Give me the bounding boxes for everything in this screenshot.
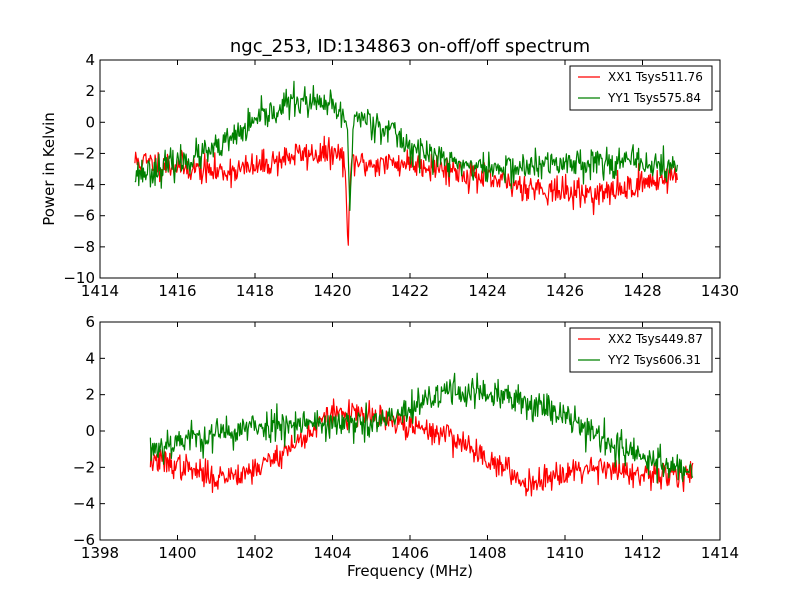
top-y-tick-label: −4 xyxy=(73,176,95,194)
top-x-tick-label: 1424 xyxy=(468,282,506,300)
top-x-tick-label: 1418 xyxy=(236,282,274,300)
top-x-tick-label: 1414 xyxy=(81,282,119,300)
top-y-tick-label: 4 xyxy=(85,51,95,69)
bottom-x-tick-label: 1404 xyxy=(313,544,351,562)
bottom-x-tick-label: 1414 xyxy=(701,544,739,562)
bottom-x-tick-label: 1402 xyxy=(236,544,274,562)
top-chart-y-axis-label: Power in Kelvin xyxy=(40,112,58,226)
bottom-chart: 1398 1400 1402 1404 1406 1408 1410 1412 1414 −6 −4… xyxy=(73,313,739,562)
top-x-tick-label: 1430 xyxy=(701,282,739,300)
top-x-tick-label: 1428 xyxy=(623,282,661,300)
top-chart-legend: XX1 Tsys511.76 YY1 Tsys575.84 xyxy=(569,65,713,111)
top-y-tick-label: 0 xyxy=(85,113,95,131)
top-x-tick-label: 1416 xyxy=(158,282,196,300)
bottom-series-line-1 xyxy=(149,398,694,497)
top-y-tick-label: 2 xyxy=(85,82,95,100)
top-x-tick-label: 1422 xyxy=(391,282,429,300)
top-series-line-2 xyxy=(134,80,678,212)
bottom-y-tick-label: −2 xyxy=(73,458,95,476)
top-chart-frame xyxy=(99,59,721,279)
top-y-tick-label: −6 xyxy=(73,207,95,225)
top-series-line-1 xyxy=(134,135,678,246)
bottom-x-tick-label: 1412 xyxy=(623,544,661,562)
bottom-y-tick-label: −4 xyxy=(73,495,95,513)
top-chart: 1414 1416 1418 1420 1422 1424 1426 1428 1430 −10 −… xyxy=(63,51,739,300)
bottom-x-tick-label: 1408 xyxy=(468,544,506,562)
bottom-series-line-2 xyxy=(149,372,694,484)
bottom-x-tick-label: 1398 xyxy=(81,544,119,562)
top-legend-label-2: YY1 Tsys575.84 xyxy=(607,91,701,105)
bottom-x-tick-label: 1400 xyxy=(158,544,196,562)
top-chart-plot-area xyxy=(134,80,678,246)
bottom-y-tick-label: 0 xyxy=(85,422,95,440)
bottom-x-tick-label: 1406 xyxy=(391,544,429,562)
top-y-tick-label: −10 xyxy=(63,269,95,287)
top-x-tick-label: 1420 xyxy=(313,282,351,300)
bottom-legend-label-2: YY2 Tsys606.31 xyxy=(607,353,701,367)
bottom-y-tick-label: 2 xyxy=(85,386,95,404)
top-chart-ticks: 1414 1416 1418 1420 1422 1424 1426 1428 1430 −10 −… xyxy=(63,51,739,300)
bottom-chart-ticks: 1398 1400 1402 1404 1406 1408 1410 1412 1414 −6 −4… xyxy=(73,313,739,562)
bottom-y-tick-label: 4 xyxy=(85,349,95,367)
top-y-tick-label: −8 xyxy=(73,238,95,256)
bottom-x-tick-label: 1410 xyxy=(546,544,584,562)
top-legend-box xyxy=(569,65,713,111)
bottom-chart-x-axis-label: Frequency (MHz) xyxy=(347,562,473,580)
bottom-chart-plot-area xyxy=(149,372,694,497)
bottom-y-tick-label: −6 xyxy=(73,531,95,549)
bottom-legend-box xyxy=(569,327,713,373)
top-y-tick-label: −2 xyxy=(73,144,95,162)
top-x-tick-label: 1426 xyxy=(546,282,584,300)
bottom-legend-label-1: XX2 Tsys449.87 xyxy=(608,332,703,346)
top-chart-title: ngc_253, ID:134863 on-off/off spectrum xyxy=(230,36,590,57)
bottom-chart-frame xyxy=(99,321,721,541)
top-legend-label-1: XX1 Tsys511.76 xyxy=(608,70,703,84)
bottom-chart-legend: XX2 Tsys449.87 YY2 Tsys606.31 xyxy=(569,327,713,373)
bottom-y-tick-label: 6 xyxy=(85,313,95,331)
